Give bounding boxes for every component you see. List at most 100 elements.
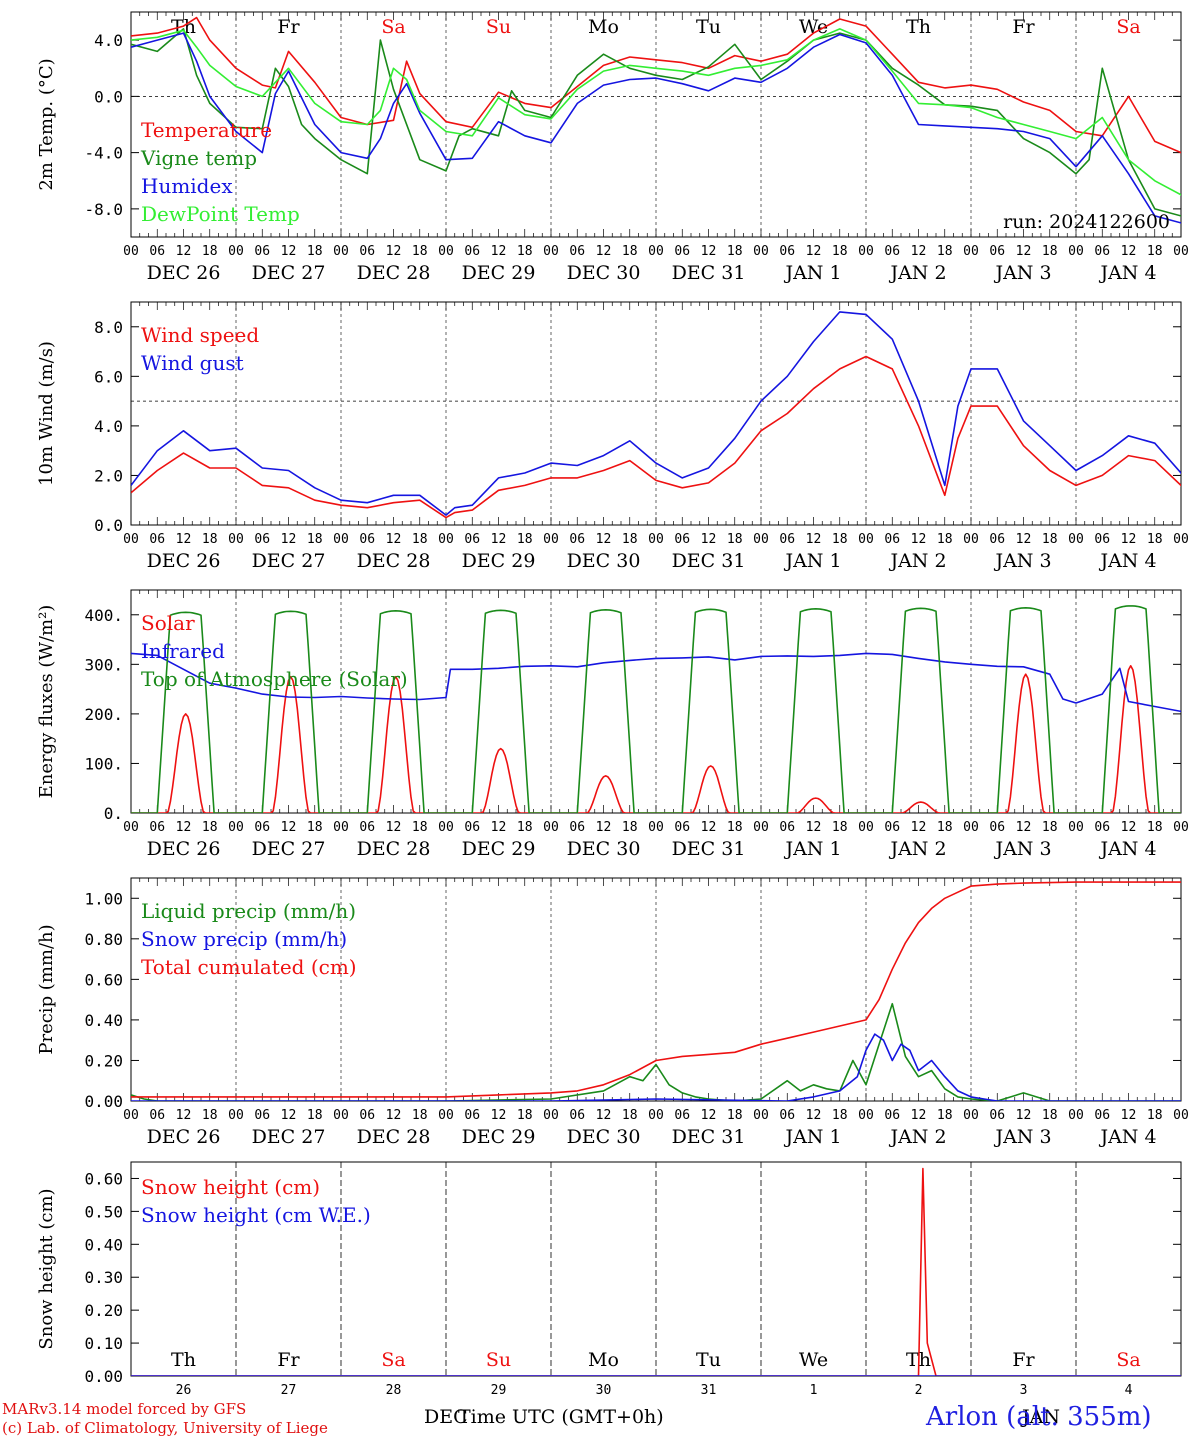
panel-1: 4.0 0.0 -4.0 -8.0 2m Temp. (°C) 00 06 12 18 DEC 2… bbox=[36, 11, 1189, 284]
hour-label: 00 bbox=[123, 244, 139, 259]
hour-label: 06 bbox=[1094, 1108, 1110, 1123]
y-tick-label: 8.0 bbox=[94, 318, 123, 337]
hour-label: 00 bbox=[648, 532, 664, 547]
hour-label: 12 bbox=[281, 1108, 297, 1123]
day-label: DEC 31 bbox=[672, 838, 746, 860]
panel-4: 0.00 0.20 0.40 0.60 0.80 1.00 Precip (mm/h) 00 0… bbox=[36, 877, 1189, 1148]
series-line-1 bbox=[131, 1167, 1181, 1376]
hour-label: 00 bbox=[1068, 820, 1084, 835]
y-tick-label: 0. bbox=[104, 804, 123, 823]
y-tick-label: 0.0 bbox=[94, 87, 123, 106]
hour-label: 00 bbox=[438, 244, 454, 259]
day-number-label: 30 bbox=[596, 1383, 612, 1398]
series-line-1 bbox=[131, 16, 1181, 154]
hour-label: 18 bbox=[517, 244, 533, 259]
hour-label: 00 bbox=[963, 820, 979, 835]
y-tick-label: 0.00 bbox=[84, 1092, 123, 1111]
hour-label: 00 bbox=[333, 532, 349, 547]
hour-label: 06 bbox=[989, 1108, 1005, 1123]
legend-entry: Snow precip (mm/h) bbox=[141, 927, 347, 951]
series-line-2 bbox=[131, 28, 1181, 217]
day-label: JAN 2 bbox=[888, 550, 946, 572]
hour-label: 12 bbox=[596, 244, 612, 259]
hour-label: 00 bbox=[858, 1108, 874, 1123]
hour-label: 06 bbox=[884, 820, 900, 835]
weekday-label: Sa bbox=[1116, 16, 1140, 38]
hour-label: 06 bbox=[779, 820, 795, 835]
weekday-label: We bbox=[799, 16, 828, 38]
hour-label: 00 bbox=[228, 1108, 244, 1123]
hour-label: 18 bbox=[307, 1108, 323, 1123]
hour-label: 06 bbox=[884, 244, 900, 259]
hour-label: 06 bbox=[779, 1108, 795, 1123]
hour-label: 00 bbox=[333, 244, 349, 259]
hour-label: 12 bbox=[386, 532, 402, 547]
hour-label: 06 bbox=[569, 532, 585, 547]
y-tick-label: 0.0 bbox=[94, 516, 123, 535]
day-label: DEC 27 bbox=[252, 838, 326, 860]
hour-label: 18 bbox=[622, 1108, 638, 1123]
hour-label: 00 bbox=[858, 244, 874, 259]
hour-label: 06 bbox=[779, 244, 795, 259]
hour-label: 00 bbox=[963, 532, 979, 547]
y-tick-label: 0.60 bbox=[84, 970, 123, 989]
hour-label: 00 bbox=[858, 820, 874, 835]
hour-label: 12 bbox=[491, 244, 507, 259]
hour-label: 00 bbox=[753, 532, 769, 547]
y-tick-label: 0.30 bbox=[84, 1268, 123, 1287]
weekday-label: Su bbox=[486, 16, 511, 38]
hour-label: 06 bbox=[1094, 820, 1110, 835]
hour-label: 06 bbox=[254, 820, 270, 835]
legend-entry: Wind gust bbox=[141, 351, 244, 375]
y-tick-label: 0.40 bbox=[84, 1011, 123, 1030]
hour-label: 00 bbox=[648, 244, 664, 259]
day-number-label: 28 bbox=[386, 1383, 402, 1398]
weekday-label: Fr bbox=[277, 1349, 300, 1371]
x-month-left: DEC bbox=[424, 1406, 468, 1428]
day-label: DEC 27 bbox=[252, 550, 326, 572]
hour-label: 18 bbox=[412, 532, 428, 547]
hour-label: 12 bbox=[386, 820, 402, 835]
hour-label: 18 bbox=[307, 532, 323, 547]
hour-label: 12 bbox=[281, 244, 297, 259]
day-label: JAN 1 bbox=[783, 550, 841, 572]
y-tick-label: 300. bbox=[84, 655, 123, 674]
day-label: DEC 26 bbox=[147, 838, 221, 860]
day-label: JAN 2 bbox=[888, 1126, 946, 1148]
day-label: JAN 2 bbox=[888, 838, 946, 860]
hour-label: 12 bbox=[1016, 820, 1032, 835]
day-label: DEC 30 bbox=[567, 1126, 641, 1148]
hour-label: 00 bbox=[648, 820, 664, 835]
day-label: DEC 26 bbox=[147, 1126, 221, 1148]
day-label: JAN 2 bbox=[888, 262, 946, 284]
hour-label: 12 bbox=[1121, 532, 1137, 547]
hour-label: 12 bbox=[491, 820, 507, 835]
hour-label: 18 bbox=[412, 244, 428, 259]
hour-label: 18 bbox=[1042, 244, 1058, 259]
lab-credit: (c) Lab. of Climatology, University of L… bbox=[2, 1419, 328, 1437]
series-line-1 bbox=[131, 355, 1181, 519]
hour-label: 06 bbox=[359, 1108, 375, 1123]
hour-label: 18 bbox=[937, 244, 953, 259]
day-label: DEC 29 bbox=[462, 550, 536, 572]
day-label: DEC 27 bbox=[252, 1126, 326, 1148]
hour-label: 00 bbox=[1068, 532, 1084, 547]
day-label: DEC 31 bbox=[672, 262, 746, 284]
hour-label: 12 bbox=[176, 1108, 192, 1123]
hour-label: 00 bbox=[333, 1108, 349, 1123]
y-tick-label: -8.0 bbox=[84, 200, 123, 219]
plot-frame bbox=[130, 589, 1182, 814]
panel-2: 0.0 2.0 4.0 6.0 8.0 10m Wind (m/s) 00 06 12 18 DEC… bbox=[36, 301, 1189, 572]
legend-entry: DewPoint Temp bbox=[141, 202, 300, 226]
day-number-label: 4 bbox=[1125, 1383, 1133, 1398]
y-tick-label: 0.00 bbox=[84, 1367, 123, 1386]
hour-label: 00 bbox=[228, 820, 244, 835]
y-axis-label: Precip (mm/h) bbox=[36, 924, 57, 1054]
hour-label: 12 bbox=[176, 532, 192, 547]
hour-label: 12 bbox=[701, 1108, 717, 1123]
hour-label: 06 bbox=[254, 244, 270, 259]
hour-label: 18 bbox=[937, 1108, 953, 1123]
hour-label: 00 bbox=[438, 532, 454, 547]
series-line-3 bbox=[131, 605, 1181, 813]
